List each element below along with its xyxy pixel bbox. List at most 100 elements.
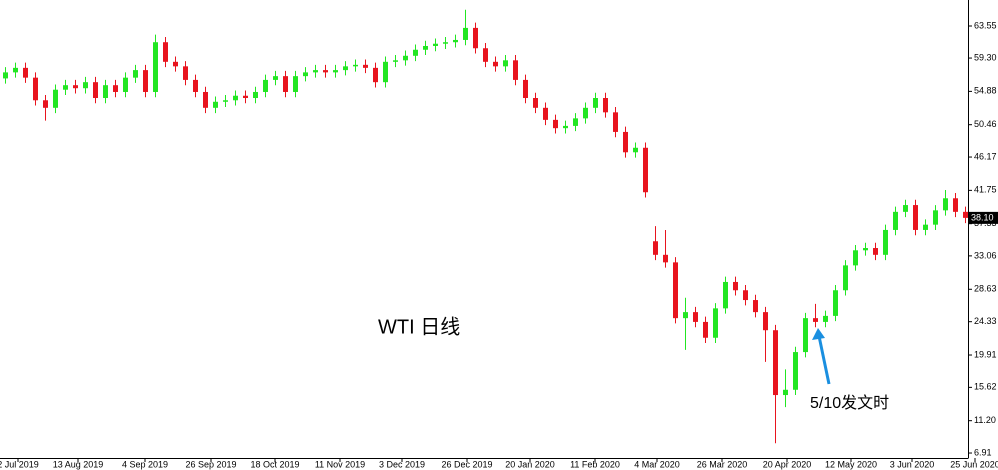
candle-body xyxy=(943,198,948,211)
x-tick-label: 26 Sep 2019 xyxy=(185,459,236,469)
candle-body xyxy=(393,60,398,62)
arrow-shaft xyxy=(817,335,831,385)
candle-body xyxy=(793,352,798,390)
y-tick-label: 41.75 xyxy=(974,185,997,195)
x-tick-label: 3 Dec 2019 xyxy=(379,459,425,469)
candle-body xyxy=(193,79,198,92)
candle-body xyxy=(583,107,588,119)
y-tick-label: 24.33 xyxy=(974,316,997,326)
candle-body xyxy=(473,27,478,49)
candle-body xyxy=(763,312,768,331)
candle-body xyxy=(423,45,428,50)
candle-body xyxy=(63,85,68,90)
candle-body xyxy=(733,281,738,291)
arrow-head xyxy=(812,328,825,340)
candle-body xyxy=(243,95,248,99)
candle-body xyxy=(483,48,488,62)
x-tick-label: 4 Sep 2019 xyxy=(122,459,168,469)
candle-body xyxy=(323,70,328,73)
candle-body xyxy=(3,72,8,79)
candle-body xyxy=(553,119,558,129)
x-tick-label: 20 Jan 2020 xyxy=(505,459,555,469)
candle-body xyxy=(183,66,188,80)
candle-body xyxy=(353,64,358,67)
annotation: 5/10发文时 xyxy=(810,394,889,412)
candle-body xyxy=(173,61,178,67)
candle-body xyxy=(533,98,538,108)
candle-body xyxy=(833,290,838,316)
candle-body xyxy=(293,76,298,92)
annotation: WTI 日线 xyxy=(378,315,460,338)
candle-body xyxy=(643,147,648,193)
candle-body xyxy=(33,77,38,101)
last-price-box xyxy=(969,211,998,224)
candle-body xyxy=(123,77,128,92)
candle-body xyxy=(633,147,638,153)
candle-body xyxy=(773,330,778,396)
candle-body xyxy=(963,211,968,218)
x-tick-label: 11 Feb 2020 xyxy=(570,459,620,469)
candle-body xyxy=(873,248,878,255)
x-tick-label: 4 Mar 2020 xyxy=(634,459,680,469)
candle-body xyxy=(613,112,618,132)
candle-body xyxy=(893,211,898,230)
candle-body xyxy=(573,118,578,126)
candle-body xyxy=(493,61,498,67)
candle-body xyxy=(563,125,568,129)
candle-body xyxy=(43,100,48,108)
candle-body xyxy=(863,248,868,251)
candle-body xyxy=(503,60,508,67)
candle-body xyxy=(13,67,18,73)
candle-body xyxy=(153,42,158,92)
candle-body xyxy=(133,70,138,78)
candle-body xyxy=(843,265,848,291)
candle-body xyxy=(233,95,238,101)
candle-body xyxy=(713,308,718,338)
candle-body xyxy=(623,131,628,153)
candle-body xyxy=(103,85,108,99)
y-tick-label: 28.63 xyxy=(974,284,997,294)
candle-body xyxy=(463,27,468,40)
candle-body xyxy=(23,67,28,78)
y-tick-label: 46.17 xyxy=(974,151,997,161)
candle-body xyxy=(513,60,518,80)
x-tick-label: 13 Aug 2019 xyxy=(53,459,104,469)
candle-body xyxy=(803,318,808,353)
candle-body xyxy=(693,312,698,322)
y-tick-label: 63.55 xyxy=(974,20,997,30)
candle-body xyxy=(383,61,388,83)
candle-body xyxy=(163,42,168,62)
candle-body xyxy=(253,91,258,99)
candle-body xyxy=(53,89,58,108)
candle-body xyxy=(203,91,208,108)
x-tick-label: 25 Jun 2020 xyxy=(950,459,998,469)
y-tick-label: 59.30 xyxy=(974,52,997,62)
candle-body xyxy=(363,64,368,68)
candle-body xyxy=(783,389,788,396)
candle-body xyxy=(333,70,338,73)
x-tick-label: 3 Jun 2020 xyxy=(890,459,935,469)
candle-body xyxy=(523,79,528,99)
candle-body xyxy=(303,72,308,77)
y-tick-label: 54.88 xyxy=(974,86,997,96)
candle-body xyxy=(753,300,758,313)
candle-body xyxy=(883,229,888,255)
x-tick-label: 20 Apr 2020 xyxy=(763,459,812,469)
candle-body xyxy=(913,205,918,230)
x-tick-label: 11 Nov 2019 xyxy=(315,459,365,469)
candle-body xyxy=(743,290,748,301)
candle-body xyxy=(83,82,88,89)
candle-body xyxy=(663,254,668,263)
candle-body xyxy=(903,205,908,212)
candle-body xyxy=(703,321,708,338)
candle-body xyxy=(313,70,318,73)
candle-body xyxy=(413,49,418,56)
x-tick-label: 26 Mar 2020 xyxy=(697,459,748,469)
y-tick-label: 6.91 xyxy=(974,447,992,457)
candle-body xyxy=(953,198,958,212)
candle-body xyxy=(263,79,268,92)
candle-body xyxy=(683,312,688,319)
candle-body xyxy=(433,43,438,46)
